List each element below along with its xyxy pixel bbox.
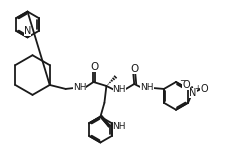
Text: O: O [182, 80, 190, 90]
Text: O: O [90, 62, 99, 72]
Text: NH: NH [113, 85, 126, 94]
Text: NH: NH [113, 122, 126, 131]
Text: N: N [24, 26, 31, 36]
Text: +: + [194, 84, 200, 93]
Text: NH: NH [140, 83, 154, 92]
Text: −: − [179, 76, 185, 86]
Text: O: O [200, 84, 208, 94]
Text: O: O [130, 64, 138, 74]
Text: NH: NH [73, 83, 86, 92]
Text: N: N [189, 88, 197, 98]
